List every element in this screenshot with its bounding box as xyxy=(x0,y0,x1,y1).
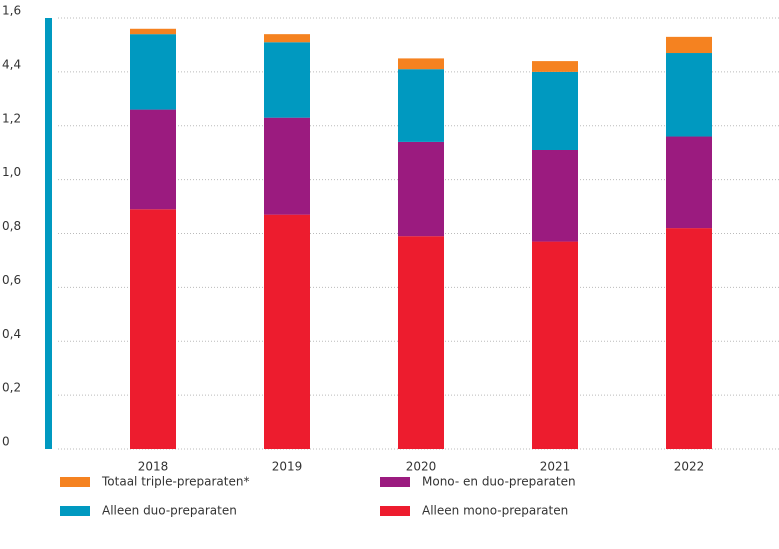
bar-segment xyxy=(264,214,310,449)
legend-swatch xyxy=(60,477,90,487)
y-tick-label: 0,6 xyxy=(2,273,21,287)
bar-segment xyxy=(398,236,444,449)
x-tick-label: 2022 xyxy=(674,460,705,474)
legend-label: Totaal triple-preparaten* xyxy=(101,475,249,489)
bar-segment xyxy=(264,42,310,118)
y-tick-label: 0,2 xyxy=(2,381,21,395)
bar-segment xyxy=(666,53,712,137)
bar-segment xyxy=(264,117,310,215)
x-tick-label: 2018 xyxy=(138,460,169,474)
bar-segment xyxy=(264,34,310,43)
x-tick-label: 2020 xyxy=(406,460,437,474)
y-tick-label: 1,0 xyxy=(2,165,21,179)
y-tick-label: 0,8 xyxy=(2,219,21,233)
y-tick-label: 1,2 xyxy=(2,111,21,125)
bar-segment xyxy=(532,71,578,150)
bar-segment xyxy=(666,36,712,54)
legend-label: Alleen duo-preparaten xyxy=(102,504,237,518)
bar-segment xyxy=(130,209,176,449)
legend-swatch xyxy=(380,477,410,487)
bar-segment xyxy=(666,136,712,229)
axis-bar xyxy=(45,18,52,449)
bar-segment xyxy=(666,228,712,449)
bar-segment xyxy=(130,109,176,210)
y-tick-label: 1,6 xyxy=(2,4,21,18)
x-tick-label: 2019 xyxy=(272,460,303,474)
bar-segment xyxy=(532,149,578,242)
bar-segment xyxy=(532,241,578,449)
bar-segment xyxy=(130,28,176,35)
legend-label: Alleen mono-preparaten xyxy=(422,504,568,518)
y-tick-label: 4,4 xyxy=(2,57,21,71)
y-tick-label: 0,4 xyxy=(2,327,21,341)
bar-segment xyxy=(398,58,444,70)
legend-swatch xyxy=(380,506,410,516)
bar-segment xyxy=(532,61,578,72)
bar-segment xyxy=(130,34,176,110)
legend-label: Mono- en duo-preparaten xyxy=(422,475,576,489)
y-tick-label: 0 xyxy=(2,435,10,449)
bar-segment xyxy=(398,69,444,142)
x-tick-label: 2021 xyxy=(540,460,571,474)
bar-segment xyxy=(398,141,444,237)
legend-swatch xyxy=(60,506,90,516)
